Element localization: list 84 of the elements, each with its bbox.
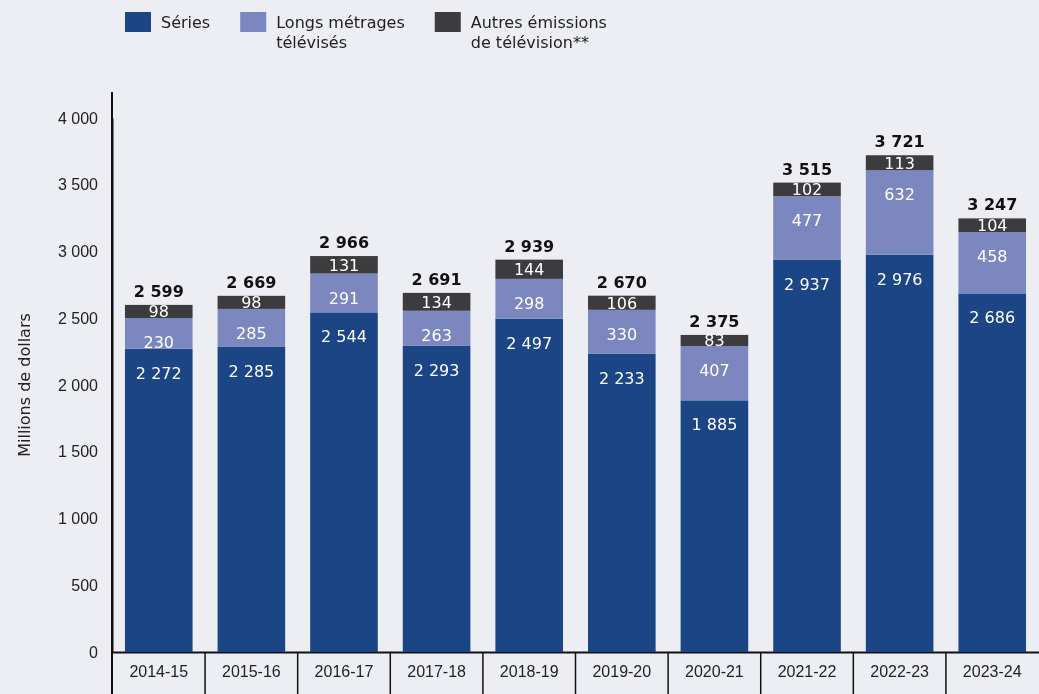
x-tick-label: 2021-22 [777, 663, 837, 681]
data-label: 407 [699, 361, 730, 381]
data-label: 477 [791, 211, 823, 231]
bar [773, 259, 841, 652]
y-tick-label: 2 500 [57, 309, 99, 327]
data-label: 330 [606, 324, 638, 344]
total-label: 2 939 [504, 236, 555, 256]
bar [495, 278, 563, 319]
y-tick-label: 500 [71, 576, 99, 594]
y-tick-label: 3 500 [57, 176, 99, 194]
data-label: 458 [976, 247, 1008, 267]
bar [495, 318, 563, 652]
y-tick-label: 1 500 [57, 443, 99, 461]
bar [958, 232, 1027, 294]
data-label: 291 [328, 288, 360, 308]
data-label: 2 285 [228, 361, 275, 381]
legend-label: Séries [161, 13, 211, 32]
total-label: 2 375 [689, 311, 740, 331]
bar [773, 196, 841, 260]
y-tick-label: 2 000 [57, 376, 99, 394]
bar [217, 308, 286, 347]
bar [310, 273, 378, 313]
bar [217, 346, 286, 652]
total-label: 2 691 [411, 269, 462, 289]
data-label: 285 [236, 323, 267, 343]
y-tick-label: 1 000 [57, 510, 99, 528]
total-label: 2 966 [318, 233, 370, 253]
data-label: 263 [421, 325, 452, 345]
data-label: 2 272 [135, 363, 182, 383]
data-label: 2 497 [506, 333, 553, 353]
data-label: 298 [513, 293, 545, 313]
bar [124, 348, 193, 652]
total-label: 2 599 [133, 281, 184, 301]
legend-label: Autres émissions de télévision** [470, 13, 607, 52]
data-label: 83 [704, 331, 725, 351]
data-label: 113 [884, 153, 915, 173]
x-tick-label: 2014-15 [129, 663, 189, 681]
data-label: 632 [884, 185, 915, 205]
y-tick-label: 3 000 [57, 243, 99, 261]
data-label: 2 937 [784, 274, 830, 294]
bar [588, 353, 656, 652]
bar [680, 400, 749, 652]
data-label: 2 976 [876, 269, 923, 289]
total-label: 2 670 [596, 272, 647, 292]
data-label: 2 233 [598, 368, 645, 388]
data-label: 98 [148, 302, 169, 322]
data-label: 230 [143, 332, 175, 352]
data-label: 98 [241, 293, 262, 313]
data-label: 134 [421, 292, 452, 312]
legend-label: Longs métrages télévisés [276, 13, 405, 52]
total-label: 3 247 [967, 195, 1018, 215]
data-label: 144 [513, 260, 545, 280]
data-label: 2 686 [969, 308, 1016, 328]
bar [588, 309, 656, 354]
x-tick-label: 2022-23 [870, 663, 930, 681]
x-tick-label: 2020-21 [685, 663, 744, 681]
bar [310, 312, 378, 652]
x-tick-label: 2016-17 [314, 663, 374, 681]
total-label: 2 669 [226, 272, 277, 292]
bar [865, 254, 934, 652]
data-label: 106 [606, 293, 638, 313]
y-tick-label: 4 000 [57, 109, 99, 127]
x-tick-label: 2018-19 [499, 663, 559, 681]
x-tick-label: 2019-20 [592, 663, 652, 681]
bar [680, 346, 749, 401]
data-label: 102 [791, 180, 823, 200]
data-label: 1 885 [691, 415, 738, 435]
bar [402, 345, 471, 652]
bar [958, 293, 1027, 652]
bar [124, 317, 193, 349]
bar [865, 170, 934, 255]
data-label: 104 [976, 216, 1008, 236]
data-label: 2 544 [321, 327, 367, 347]
data-label: 131 [328, 255, 360, 275]
data-label: 2 293 [413, 360, 460, 380]
x-tick-label: 2015-16 [222, 663, 281, 681]
bar [402, 310, 471, 346]
total-label: 3 515 [781, 159, 833, 179]
bar [310, 256, 378, 274]
y-tick-label: 0 [89, 643, 99, 661]
y-axis-title: Millions de dollars [15, 313, 34, 457]
total-label: 3 721 [874, 132, 925, 152]
x-tick-label: 2017-18 [407, 663, 467, 681]
x-tick-label: 2023-24 [962, 663, 1022, 681]
